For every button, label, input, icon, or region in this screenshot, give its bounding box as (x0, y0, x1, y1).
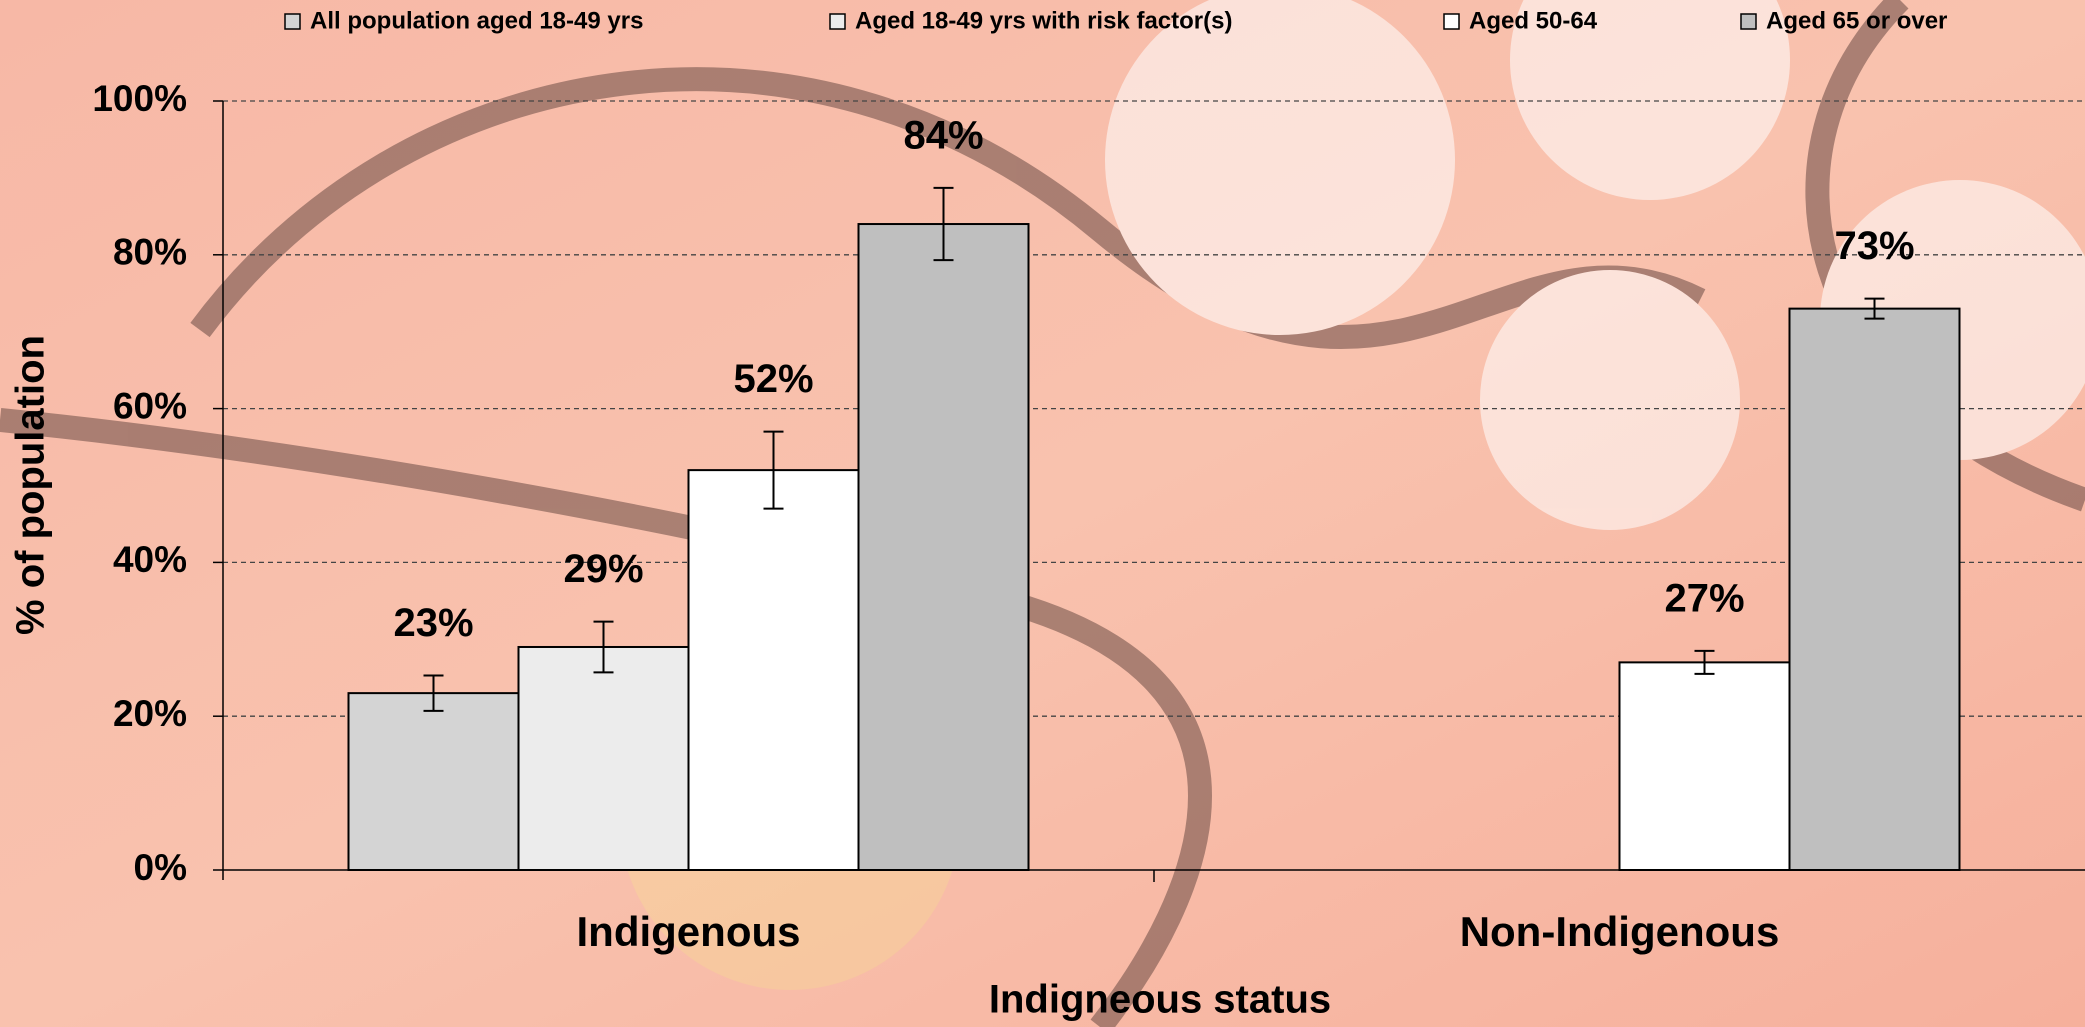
legend-label: Aged 50-64 (1469, 7, 1598, 34)
y-tick-label: 20% (113, 693, 187, 734)
legend-label: All population aged 18-49 yrs (310, 7, 643, 34)
legend-swatch (1443, 13, 1460, 30)
bar (347, 692, 520, 871)
x-tick-label: Non-Indigenous (1460, 908, 1780, 955)
x-axis-title: Indigneous status (989, 978, 1331, 1022)
y-tick-label: 80% (113, 232, 187, 273)
data-label: 73% (1834, 224, 1914, 268)
legend-label: Aged 65 or over (1766, 7, 1947, 34)
y-tick-label: 60% (113, 385, 187, 426)
bar (687, 469, 860, 871)
y-tick-label: 40% (113, 539, 187, 580)
bar (857, 223, 1030, 872)
legend-swatch (829, 13, 846, 30)
data-label: 84% (903, 113, 983, 157)
bar (1618, 661, 1791, 871)
y-tick-label: 0% (134, 847, 187, 888)
bar (1788, 307, 1961, 871)
legend-swatch (284, 13, 301, 30)
data-label: 29% (563, 547, 643, 591)
bar (517, 645, 690, 871)
y-axis-title: % of population (9, 335, 53, 635)
y-tick-label: 100% (92, 78, 187, 119)
data-label: 23% (393, 601, 473, 645)
legend-label: Aged 18-49 yrs with risk factor(s) (855, 7, 1232, 34)
legend-swatch (1740, 13, 1757, 30)
x-tick-label: Indigenous (577, 908, 801, 955)
data-label: 27% (1664, 576, 1744, 620)
data-label: 52% (733, 357, 813, 401)
